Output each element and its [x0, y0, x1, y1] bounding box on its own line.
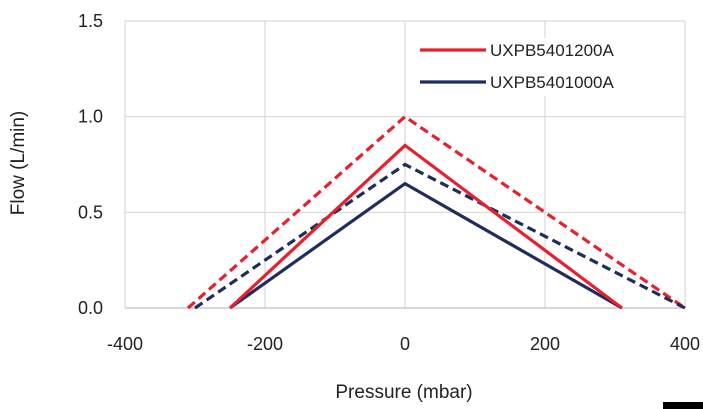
legend-background	[412, 38, 682, 96]
legend: UXPB5401200A UXPB5401000A	[412, 38, 682, 96]
x-tick-label: 400	[670, 334, 700, 354]
series-layer	[186, 114, 686, 310]
corner-mark	[663, 402, 703, 409]
x-tick-label: 200	[530, 334, 560, 354]
grid	[124, 20, 686, 309]
x-tick-label: -400	[107, 334, 143, 354]
legend-label-2: UXPB5401000A	[490, 73, 614, 92]
series-line-2	[229, 181, 623, 310]
y-tick-label: 1.0	[78, 107, 103, 127]
y-tick-label: 0.5	[78, 202, 103, 222]
y-tick-label: 1.5	[78, 11, 103, 31]
tick-labels: -400 -200 0 200 400 0.0 0.5 1.0 1.5	[78, 11, 700, 354]
legend-label-1: UXPB5401200A	[490, 41, 614, 60]
x-axis-title: Pressure (mbar)	[335, 382, 472, 403]
y-tick-label: 0.0	[78, 298, 103, 318]
series-line-1	[228, 143, 623, 310]
y-axis-title: Flow (L/min)	[8, 111, 29, 216]
x-tick-label: 0	[400, 334, 410, 354]
series-line-4-dashed	[194, 162, 686, 310]
x-tick-label: -200	[247, 334, 283, 354]
